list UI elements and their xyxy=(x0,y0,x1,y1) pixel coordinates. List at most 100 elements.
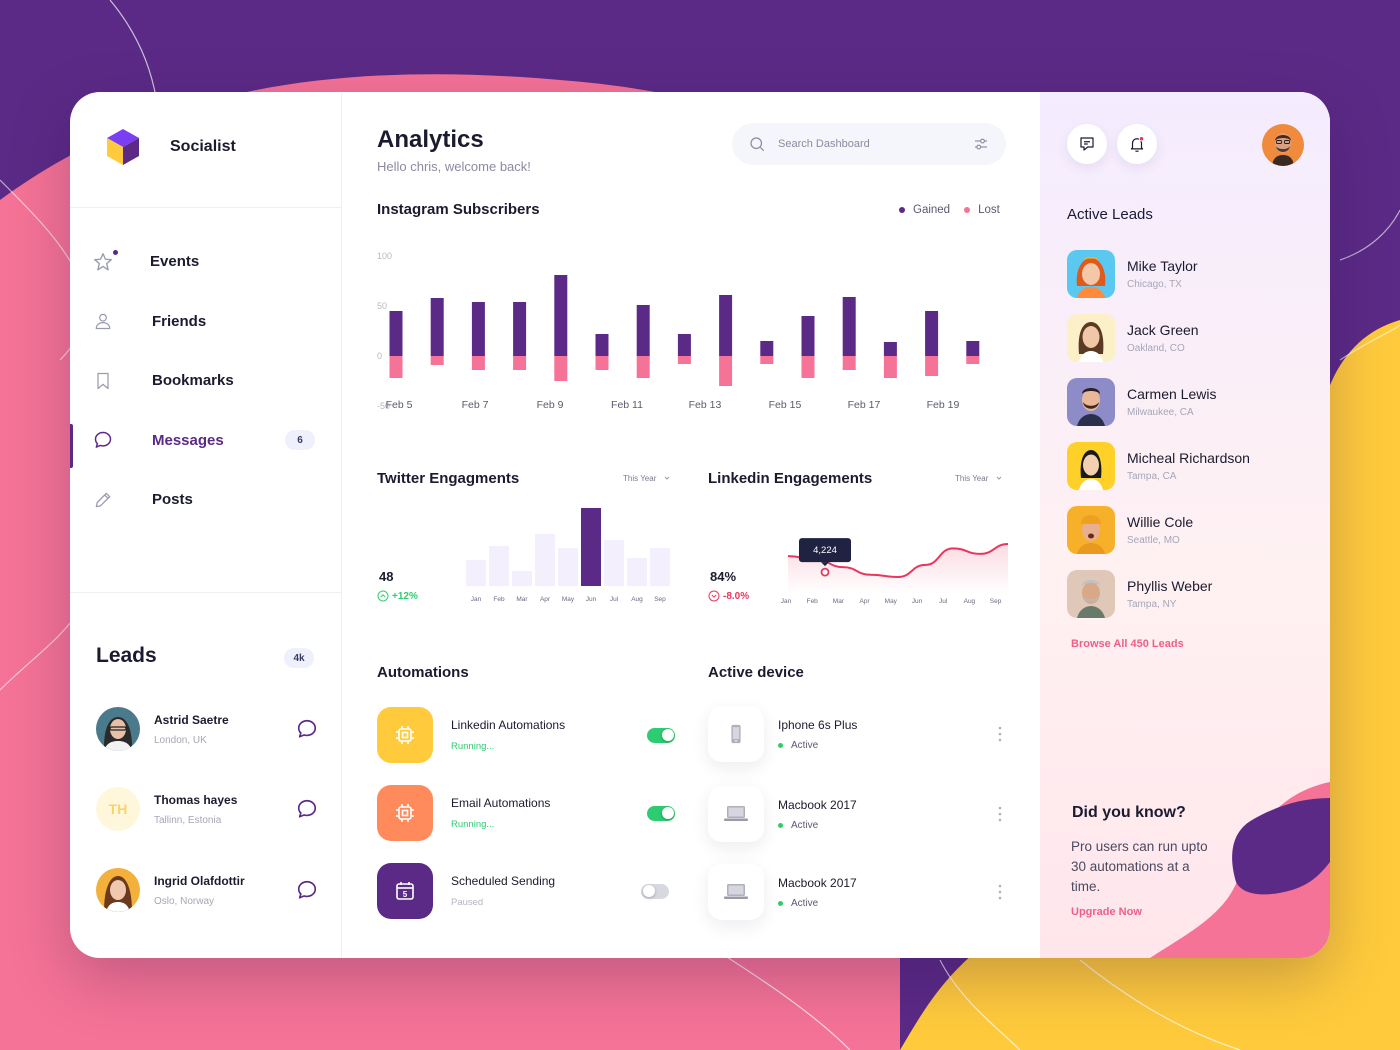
active-lead-item[interactable]: Carmen Lewis Milwaukee, CA xyxy=(1067,378,1307,426)
devices-title: Active device xyxy=(708,664,804,681)
lead-item[interactable]: Ingrid Olafdottir Oslo, Norway xyxy=(96,867,318,913)
dashboard-window: Socialist Events Friends Book xyxy=(70,92,1330,958)
automation-name: Email Automations xyxy=(451,796,551,810)
active-lead-item[interactable]: Phyllis Weber Tampa, NY xyxy=(1067,570,1307,618)
brand[interactable]: Socialist xyxy=(106,128,236,166)
x-tick-label: Mar xyxy=(516,596,528,603)
lead-name: Mike Taylor xyxy=(1127,258,1198,274)
lead-name: Thomas hayes xyxy=(154,792,238,807)
bar-lost xyxy=(966,356,980,364)
twitter-value: 48 xyxy=(379,569,394,584)
bar-lost xyxy=(925,356,939,376)
sidebar-item-bookmarks[interactable]: Bookmarks xyxy=(70,351,342,411)
did-you-know-text: Pro users can run upto 30 automations at… xyxy=(1071,839,1208,894)
lead-item[interactable]: Astrid Saetre London, UK xyxy=(96,706,318,752)
chat-icon[interactable] xyxy=(296,718,318,740)
bar-gained xyxy=(595,334,609,356)
bar xyxy=(558,548,578,586)
sidebar-nav: Events Friends Bookmarks Messages 6 xyxy=(70,232,342,530)
leads-count-badge: 4k xyxy=(284,648,314,668)
x-tick-label: Feb 11 xyxy=(611,399,643,411)
device-item: Macbook 2017 Active xyxy=(708,786,1008,842)
chat-icon[interactable] xyxy=(296,879,318,901)
x-tick-label: Aug xyxy=(631,596,643,603)
sidebar-item-friends[interactable]: Friends xyxy=(70,292,342,352)
linkedin-title: Linkedin Engagements xyxy=(708,470,873,487)
bar xyxy=(489,546,509,586)
lead-name: Carmen Lewis xyxy=(1127,386,1217,402)
decorative-blobs xyxy=(1150,782,1330,958)
notification-dot xyxy=(113,250,118,255)
bar-gained xyxy=(389,311,403,356)
automation-item: Email Automations Running... xyxy=(377,785,675,841)
search-input[interactable] xyxy=(778,138,972,150)
lead-location: Seattle, MO xyxy=(1127,535,1180,546)
bar-gained xyxy=(471,302,485,356)
laptop-icon xyxy=(708,786,764,842)
bar-gained xyxy=(801,316,815,356)
search-icon xyxy=(750,137,765,152)
chat-icon xyxy=(92,429,114,451)
linkedin-period-select[interactable]: This Year xyxy=(955,473,1004,483)
device-item: Macbook 2017 Active xyxy=(708,864,1008,920)
automation-toggle[interactable] xyxy=(647,727,675,743)
chart-legend: Gained Lost xyxy=(899,204,1014,216)
x-tick-label: Sep xyxy=(654,596,666,603)
x-tick-label: Jan xyxy=(471,596,482,603)
bar xyxy=(512,571,532,586)
instagram-title: Instagram Subscribers xyxy=(377,201,540,218)
x-tick-label: Sep xyxy=(990,598,1002,605)
bar-gained xyxy=(925,311,939,356)
sidebar-item-label: Bookmarks xyxy=(152,372,234,390)
bar-lost xyxy=(430,356,444,365)
more-options-icon[interactable] xyxy=(992,723,1008,745)
chat-icon[interactable] xyxy=(296,798,318,820)
lead-name: Micheal Richardson xyxy=(1127,450,1250,466)
browse-all-leads-link[interactable]: Browse All 450 Leads xyxy=(1071,638,1184,650)
lead-location: Milwaukee, CA xyxy=(1127,407,1194,418)
active-lead-item[interactable]: Jack Green Oakland, CO xyxy=(1067,314,1307,362)
avatar xyxy=(1067,314,1115,362)
device-item: Iphone 6s Plus Active xyxy=(708,706,1008,762)
lead-name: Ingrid Olafdottir xyxy=(154,873,245,888)
active-lead-item[interactable]: Mike Taylor Chicago, TX xyxy=(1067,250,1307,298)
bar xyxy=(604,540,624,586)
messages-button[interactable] xyxy=(1067,124,1107,164)
bar xyxy=(627,558,647,586)
device-status: Active xyxy=(778,820,992,831)
profile-avatar[interactable] xyxy=(1262,124,1304,166)
sidebar-item-events[interactable]: Events xyxy=(70,232,342,292)
sidebar-item-messages[interactable]: Messages 6 xyxy=(70,411,342,471)
bar-lost xyxy=(883,356,897,378)
did-you-know-title: Did you know? xyxy=(1072,804,1186,821)
brand-name: Socialist xyxy=(170,138,236,155)
x-tick-label: Feb 15 xyxy=(769,399,802,411)
bar-gained xyxy=(677,334,691,356)
more-options-icon[interactable] xyxy=(992,881,1008,903)
automation-toggle[interactable] xyxy=(647,805,675,821)
x-tick-label: Jan xyxy=(781,598,792,605)
twitter-period-select[interactable]: This Year xyxy=(623,473,672,483)
more-options-icon[interactable] xyxy=(992,803,1008,825)
legend-lost: Lost xyxy=(964,204,1000,216)
sidebar-item-posts[interactable]: Posts xyxy=(70,470,342,530)
automation-item: Linkedin Automations Running... xyxy=(377,707,675,763)
active-lead-item[interactable]: Willie Cole Seattle, MO xyxy=(1067,506,1307,554)
upgrade-now-link[interactable]: Upgrade Now xyxy=(1071,906,1142,918)
notifications-button[interactable] xyxy=(1117,124,1157,164)
bar-gained xyxy=(430,298,444,356)
search-bar xyxy=(732,123,1006,165)
lead-location: Tampa, NY xyxy=(1127,599,1177,610)
avatar xyxy=(1067,506,1115,554)
avatar xyxy=(96,707,140,751)
x-tick-label: Feb 5 xyxy=(386,399,413,411)
active-lead-item[interactable]: Micheal Richardson Tampa, CA xyxy=(1067,442,1307,490)
avatar: TH xyxy=(96,787,140,831)
automation-toggle[interactable] xyxy=(641,883,669,899)
user-icon xyxy=(92,310,114,332)
device-status: Active xyxy=(778,740,992,751)
lead-item[interactable]: TH Thomas hayes Tallinn, Estonia xyxy=(96,786,318,832)
bar xyxy=(466,560,486,586)
filter-icon[interactable] xyxy=(972,135,990,153)
tooltip-box xyxy=(799,538,851,563)
